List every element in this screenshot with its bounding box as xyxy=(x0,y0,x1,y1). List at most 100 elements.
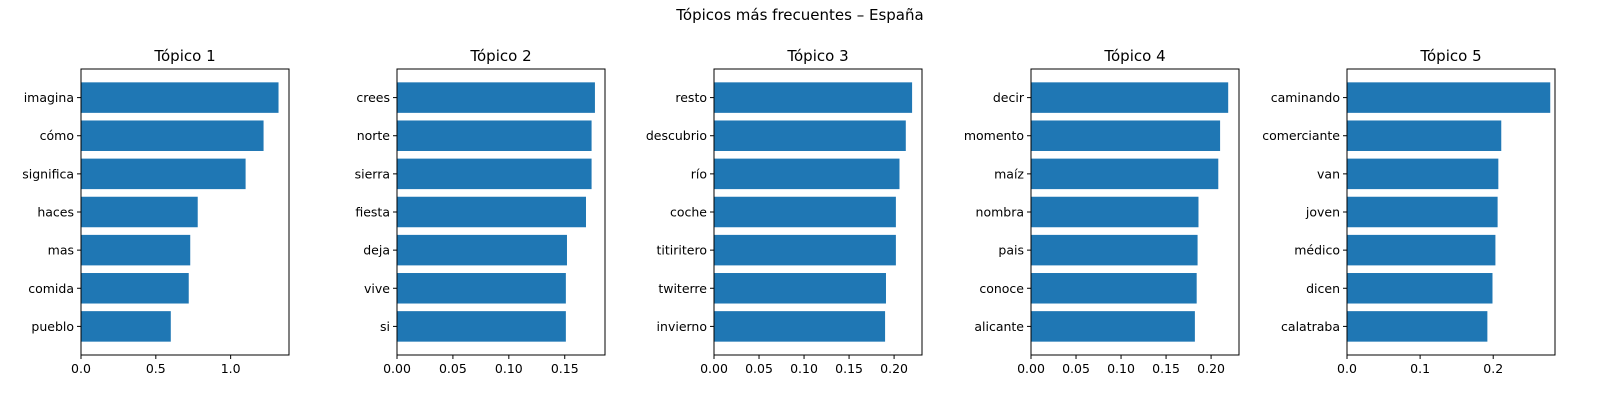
xtick-label: 0.15 xyxy=(551,361,579,376)
ytick-label: joven xyxy=(1305,205,1340,220)
xtick-label: 0.2 xyxy=(1483,361,1503,376)
ytick-label: sierra xyxy=(355,166,390,181)
ytick-label: vive xyxy=(364,281,390,296)
bar-momento xyxy=(1031,120,1220,151)
ytick-label: coche xyxy=(670,205,707,220)
ytick-label: conoce xyxy=(979,281,1024,296)
xtick-label: 0.00 xyxy=(383,361,411,376)
subplot-title: Tópico 1 xyxy=(153,47,215,65)
ytick-label: imagina xyxy=(24,90,74,105)
bar-deja xyxy=(397,235,567,266)
bar-haces xyxy=(81,197,198,228)
bar-mas xyxy=(81,235,190,266)
xtick-label: 0.00 xyxy=(700,361,728,376)
xtick-label: 0.20 xyxy=(1197,361,1225,376)
ytick-label: calatraba xyxy=(1281,319,1340,334)
ytick-label: descubrio xyxy=(646,128,707,143)
ytick-label: nombra xyxy=(976,205,1024,220)
bar-nombra xyxy=(1031,197,1198,228)
ytick-label: caminando xyxy=(1271,90,1340,105)
bar-cómo xyxy=(81,120,264,151)
ytick-label: comida xyxy=(28,281,74,296)
bar-caminando xyxy=(1347,82,1550,113)
bar-pais xyxy=(1031,235,1198,266)
bar-resto xyxy=(714,82,912,113)
xtick-label: 0.15 xyxy=(835,361,863,376)
bar-coche xyxy=(714,197,896,228)
bar-descubrio xyxy=(714,120,906,151)
xtick-label: 0.10 xyxy=(495,361,523,376)
bar-twiterre xyxy=(714,273,886,304)
bar-joven xyxy=(1347,197,1498,228)
subplot-title: Tópico 4 xyxy=(1103,47,1165,65)
bar-sierra xyxy=(397,159,592,190)
ytick-label: invierno xyxy=(657,319,707,334)
bar-invierno xyxy=(714,311,885,342)
bar-maíz xyxy=(1031,159,1218,190)
xtick-label: 0.10 xyxy=(790,361,818,376)
ytick-label: norte xyxy=(357,128,391,143)
ytick-label: comerciante xyxy=(1262,128,1340,143)
bar-fiesta xyxy=(397,197,586,228)
bar-van xyxy=(1347,159,1498,190)
ytick-label: río xyxy=(691,166,707,181)
ytick-label: pais xyxy=(998,243,1024,258)
ytick-label: significa xyxy=(22,166,74,181)
ytick-label: dicen xyxy=(1306,281,1340,296)
ytick-label: si xyxy=(380,319,390,334)
subplot-4: Tópico 4 decir momento maíz nombra pais conoce… xyxy=(964,47,1239,376)
subplot-3: Tópico 3 resto descubrio río coche titiritero… xyxy=(646,47,922,376)
bar-dicen xyxy=(1347,273,1492,304)
ytick-label: decir xyxy=(993,90,1025,105)
xtick-label: 0.0 xyxy=(1337,361,1357,376)
subplot-5: Tópico 5 caminando comerciante van joven médi… xyxy=(1262,47,1555,376)
xtick-label: 0.1 xyxy=(1410,361,1430,376)
ytick-label: crees xyxy=(356,90,390,105)
bar-calatraba xyxy=(1347,311,1487,342)
ytick-label: fiesta xyxy=(355,205,390,220)
bar-comida xyxy=(81,273,189,304)
xtick-label: 0.15 xyxy=(1152,361,1180,376)
xtick-label: 0.0 xyxy=(71,361,91,376)
bar-conoce xyxy=(1031,273,1197,304)
xtick-label: 0.05 xyxy=(439,361,467,376)
ytick-label: alicante xyxy=(974,319,1024,334)
subplot-title: Tópico 2 xyxy=(469,47,531,65)
xtick-label: 0.10 xyxy=(1107,361,1135,376)
bar-pueblo xyxy=(81,311,171,342)
bar-norte xyxy=(397,120,592,151)
bar-titiritero xyxy=(714,235,896,266)
bar-vive xyxy=(397,273,566,304)
bar-comerciante xyxy=(1347,120,1501,151)
ytick-label: titiritero xyxy=(657,243,707,258)
ytick-label: deja xyxy=(363,243,390,258)
bar-crees xyxy=(397,82,595,113)
xtick-label: 0.00 xyxy=(1017,361,1045,376)
xtick-label: 0.05 xyxy=(1062,361,1090,376)
subplot-title: Tópico 3 xyxy=(786,47,848,65)
ytick-label: cómo xyxy=(40,128,74,143)
bar-decir xyxy=(1031,82,1228,113)
ytick-label: van xyxy=(1317,166,1340,181)
bar-imagina xyxy=(81,82,279,113)
ytick-label: pueblo xyxy=(31,319,74,334)
xtick-label: 0.5 xyxy=(146,361,166,376)
ytick-label: resto xyxy=(675,90,707,105)
bar-si xyxy=(397,311,566,342)
ytick-label: haces xyxy=(37,205,74,220)
ytick-label: maíz xyxy=(994,166,1024,181)
ytick-label: mas xyxy=(48,243,74,258)
ytick-label: twiterre xyxy=(658,281,707,296)
xtick-label: 1.0 xyxy=(221,361,241,376)
subplot-2: Tópico 2 crees norte sierra fiesta deja vive si… xyxy=(355,47,605,376)
bar-médico xyxy=(1347,235,1495,266)
bar-alicante xyxy=(1031,311,1195,342)
xtick-label: 0.05 xyxy=(745,361,773,376)
ytick-label: médico xyxy=(1294,243,1340,258)
subplot-1: Tópico 1 imagina cómo significa haces mas comi… xyxy=(22,47,289,376)
ytick-label: momento xyxy=(964,128,1024,143)
xtick-label: 0.20 xyxy=(880,361,908,376)
bar-significa xyxy=(81,159,246,190)
subplot-title: Tópico 5 xyxy=(1419,47,1481,65)
